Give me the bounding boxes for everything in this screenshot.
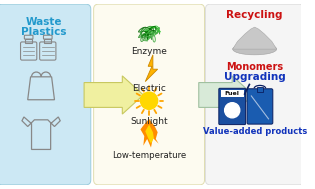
Polygon shape — [145, 55, 158, 82]
Text: Monomers: Monomers — [226, 62, 283, 71]
Circle shape — [225, 103, 240, 118]
Text: Upgrading: Upgrading — [224, 72, 285, 82]
Polygon shape — [233, 27, 277, 49]
Polygon shape — [145, 125, 154, 144]
Polygon shape — [84, 76, 143, 114]
Circle shape — [140, 92, 158, 109]
Ellipse shape — [233, 43, 277, 55]
FancyBboxPatch shape — [257, 87, 263, 92]
FancyBboxPatch shape — [219, 88, 246, 125]
FancyBboxPatch shape — [0, 4, 91, 185]
Text: Enzyme: Enzyme — [131, 47, 167, 56]
Text: Electric: Electric — [132, 84, 166, 92]
Text: Fuel: Fuel — [225, 91, 240, 96]
Text: Recycling: Recycling — [226, 10, 283, 20]
FancyBboxPatch shape — [247, 89, 273, 124]
Text: Value-added products: Value-added products — [203, 126, 307, 136]
FancyBboxPatch shape — [221, 90, 244, 97]
Text: Waste
Plastics: Waste Plastics — [21, 17, 67, 37]
Polygon shape — [140, 119, 159, 148]
Polygon shape — [199, 76, 253, 114]
Text: Low-temperature: Low-temperature — [112, 151, 186, 160]
Text: Sunlight: Sunlight — [130, 117, 168, 126]
FancyBboxPatch shape — [94, 4, 204, 185]
FancyBboxPatch shape — [205, 4, 304, 185]
